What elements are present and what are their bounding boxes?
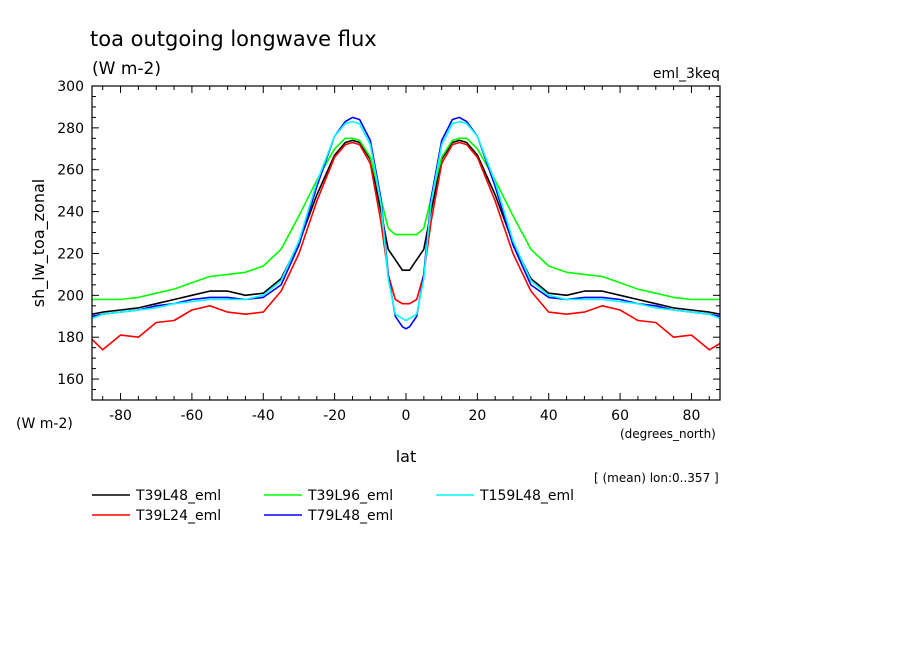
x-tick-label: -80 [109,408,132,424]
legend-label: T159L48_eml [479,488,574,504]
chart-units: (W m-2) [92,59,161,79]
footnote: [ (mean) lon:0..357 ] [594,471,719,485]
chart-title: toa outgoing longwave flux [90,27,377,51]
y-axis-units: (W m-2) [16,416,73,432]
y-axis-label: sh_lw_toa_zonal [29,179,49,307]
x-axis-label: lat [396,447,417,466]
y-tick-label: 300 [57,79,84,95]
experiment-label: eml_3keq [653,66,720,82]
y-tick-label: 200 [57,288,84,304]
y-tick-label: 160 [57,372,84,388]
legend-label: T79L48_eml [307,508,393,524]
x-tick-label: -40 [252,408,275,424]
y-tick-label: 260 [57,163,84,179]
legend-label: T39L96_eml [307,488,393,504]
y-tick-label: 240 [57,205,84,221]
x-tick-label: 0 [402,408,411,424]
series-line-t39l24_eml [91,141,721,351]
x-tick-label: -60 [180,408,203,424]
plot-area: 160 180 200 220 240 260 280 300 -80 -60 -40 -20 0 20 4… [57,79,720,424]
x-tick-label: 60 [611,408,629,424]
series-line-t159l48_eml [91,120,721,322]
x-tick-label: 40 [540,408,558,424]
x-tick-label: -20 [323,408,346,424]
x-tick-label: 20 [468,408,486,424]
series-line-t39l96_eml [92,137,720,301]
y-tick-label: 220 [57,246,84,262]
x-tick-label: 80 [683,408,701,424]
series-lines [91,116,721,351]
legend-label: T39L48_eml [135,488,221,504]
y-tick-label: 280 [57,121,84,137]
series-line-t79l48_eml [91,116,721,330]
y-tick-label: 180 [57,330,84,346]
series-line-t39l48_eml [91,139,721,315]
plot-frame [91,85,721,401]
legend: T39L48_eml T39L24_eml T39L96_eml T79L48_eml… [92,488,574,524]
x-axis-units: (degrees_north) [620,427,716,441]
legend-label: T39L24_eml [135,508,221,524]
